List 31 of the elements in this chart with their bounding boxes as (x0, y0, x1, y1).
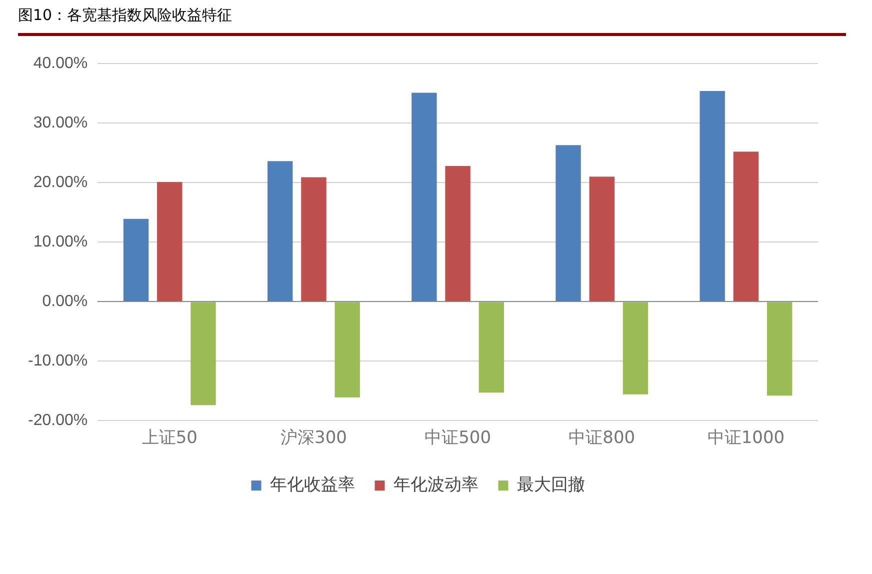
bar (700, 90, 725, 302)
x-tick-label: 中证500 (424, 428, 492, 448)
x-tick-label: 上证50 (142, 428, 198, 448)
bar (766, 302, 792, 396)
x-tick-label: 中证1000 (707, 428, 785, 448)
bar (622, 302, 648, 394)
y-tick-label: -10.00% (28, 352, 88, 370)
bar (445, 166, 470, 302)
bar (589, 176, 614, 302)
bar (267, 161, 293, 302)
legend-label: 年化收益率 (270, 474, 355, 495)
x-tick-label: 中证800 (568, 428, 636, 448)
y-tick-label: 10.00% (33, 234, 88, 251)
bar (190, 302, 216, 406)
legend-label: 年化波动率 (393, 474, 478, 495)
chart-title: 图10：各宽基指数风险收益特征 (18, 6, 846, 36)
bar (123, 218, 149, 302)
x-tick-label: 沪深300 (280, 428, 347, 448)
bar (478, 302, 504, 393)
y-tick-label: 30.00% (33, 114, 88, 132)
bar (412, 92, 437, 302)
bar (733, 152, 759, 302)
bar (334, 302, 360, 398)
bar (157, 182, 182, 302)
y-tick-label: 0.00% (42, 293, 88, 310)
y-tick-label: 40.00% (33, 55, 88, 72)
bar (556, 145, 581, 302)
bar (301, 177, 326, 302)
legend-label: 最大回撤 (516, 474, 585, 495)
y-tick-label: -20.00% (28, 412, 88, 430)
y-tick-label: 20.00% (33, 174, 88, 192)
